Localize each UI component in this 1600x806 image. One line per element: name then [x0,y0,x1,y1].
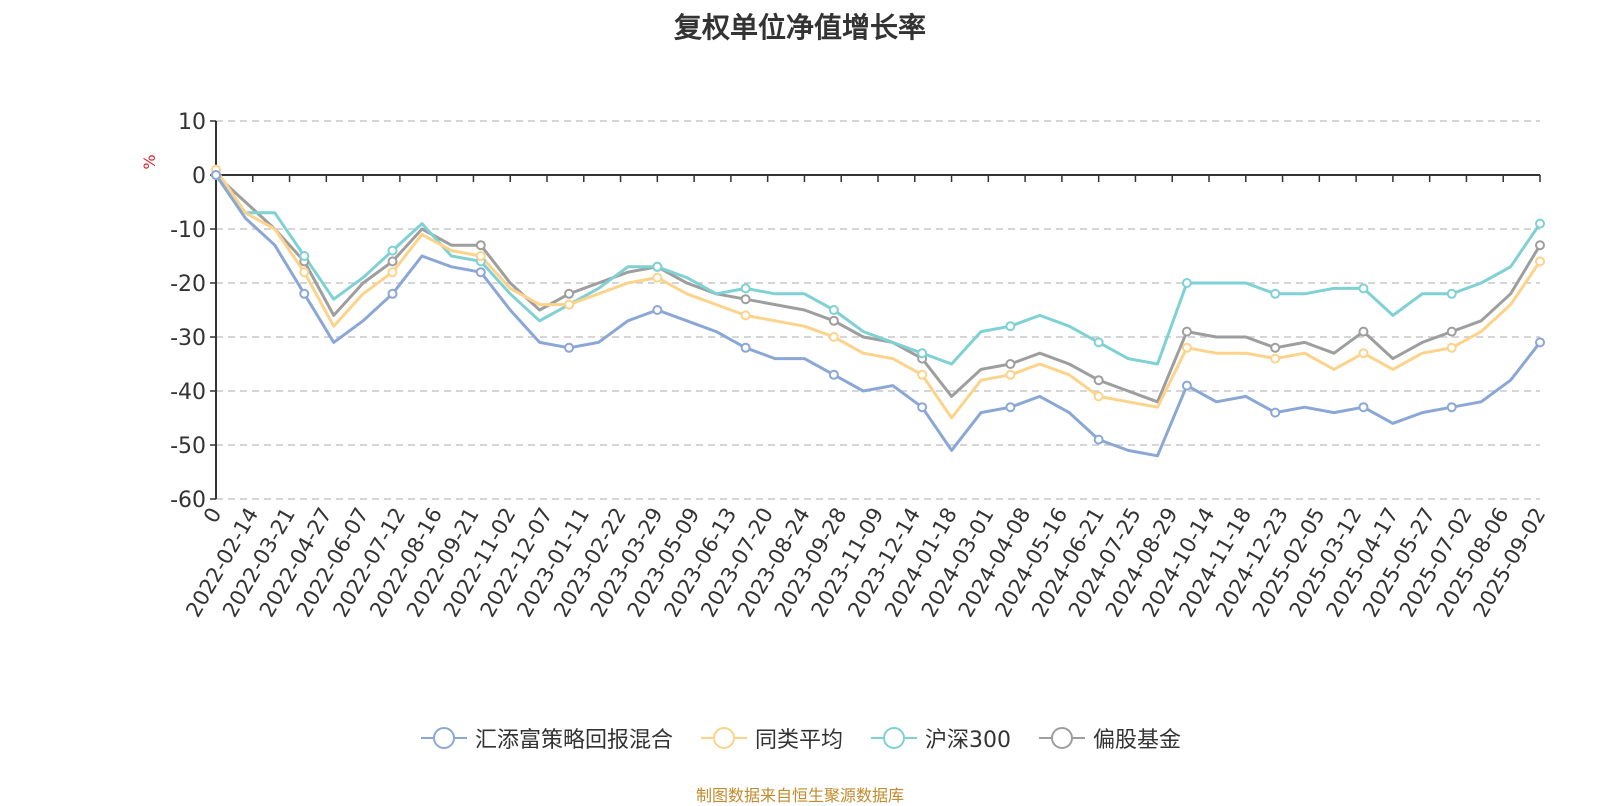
data-point [475,251,486,261]
data-point [740,294,751,305]
legend-label: 同类平均 [754,728,843,753]
data-point [1446,326,1457,337]
data-point [740,310,751,321]
data-point [475,240,486,251]
data-point [299,288,310,299]
legend-marker-icon [700,727,747,749]
data-point [1093,337,1104,348]
series-markers [211,164,1545,445]
data-point [1358,402,1369,413]
data-point [1005,402,1016,413]
data-point [387,245,398,256]
data-point [387,267,398,278]
data-point [1005,359,1016,369]
data-point [1093,434,1104,445]
data-point [1446,342,1457,353]
data-point [564,288,575,299]
data-point [1358,326,1369,337]
legend-marker-icon [1039,727,1085,749]
data-point [740,283,751,294]
y-tick-label: -20 [170,272,206,297]
y-tick-label: 10 [178,110,206,135]
series-lines [214,168,1542,458]
data-point [652,272,663,283]
data-point [917,402,928,413]
data-point [299,267,310,278]
y-tick-label: -30 [170,326,206,351]
data-point [917,348,928,359]
legend-item[interactable]: 沪深300 [869,722,1011,754]
data-point [1358,348,1369,359]
legend: 汇添富策略回报混合 同类平均 沪深300 偏股基金 [0,722,1600,754]
line-chart: % 100-10-20-30-40-50-6002022-02-142022-0… [140,110,1550,621]
legend-marker-icon [420,727,467,749]
legend-label: 偏股基金 [1093,728,1182,753]
data-point [1181,342,1192,353]
data-point [652,261,663,272]
y-tick-label: -40 [170,380,206,405]
data-point [652,305,663,315]
legend-label: 汇添富策略回报混合 [474,728,673,753]
data-point [1270,407,1281,418]
legend-label: 沪深300 [925,728,1011,753]
data-point [1093,391,1104,402]
data-point [1181,326,1192,337]
data-point [828,315,839,326]
data-point [299,251,310,261]
legend-item[interactable]: 偏股基金 [1037,722,1181,754]
data-point [1093,375,1104,386]
data-source-footer: 制图数据来自恒生聚源数据库 [695,786,904,805]
series-line [214,168,1542,420]
data-point [475,267,486,278]
data-point [564,299,575,310]
data-point [917,369,928,380]
x-tick-label: 0 [199,504,226,528]
data-point [1535,218,1545,229]
series-line [214,174,1542,458]
data-point [1270,342,1281,353]
y-tick-label: -10 [170,218,206,243]
data-point [1005,369,1016,380]
y-tick-label: -50 [170,434,206,459]
data-point [1181,380,1192,391]
data-point [564,342,575,353]
legend-item[interactable]: 同类平均 [699,722,843,754]
y-tick-label: 0 [192,164,206,189]
series-line [214,174,1542,366]
data-point [387,288,398,299]
data-point [1446,402,1457,413]
data-point [1005,321,1016,332]
data-point [1181,278,1192,288]
data-point [828,369,839,380]
series-line [214,173,1542,404]
data-point [1446,288,1457,299]
data-point [1535,337,1545,348]
data-point [1270,353,1281,364]
data-point [828,332,839,342]
data-point [828,305,839,315]
y-axis-unit-label: % [140,154,159,169]
y-tick-label: -60 [170,488,206,513]
legend-marker-icon [871,727,917,749]
data-point [387,256,398,267]
data-point [1535,240,1545,251]
axes: 100-10-20-30-40-50-6002022-02-142022-03-… [170,110,1550,621]
data-point [1535,256,1545,267]
data-point [1358,283,1369,294]
legend-item[interactable]: 汇添富策略回报混合 [419,722,673,754]
data-point [740,342,751,353]
data-point [1270,288,1281,299]
chart-title: 复权单位净值增长率 [673,11,926,44]
data-point [211,170,221,180]
